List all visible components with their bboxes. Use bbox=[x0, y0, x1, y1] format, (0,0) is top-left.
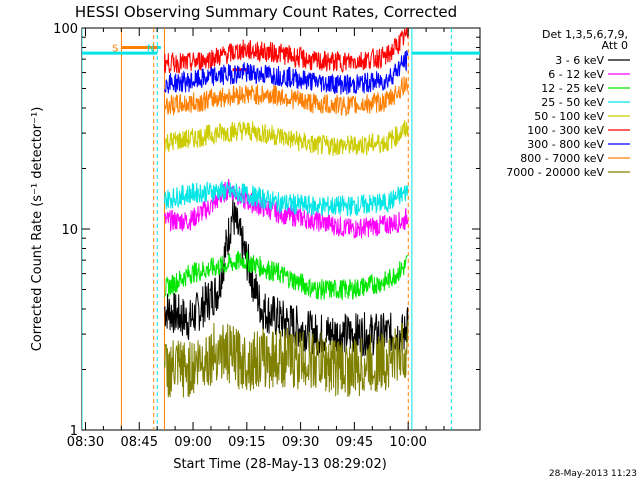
series-line-1 bbox=[164, 196, 409, 357]
x-axis-label: Start Time (28-May-13 08:29:02) bbox=[173, 457, 387, 472]
timestamp: 28-May-2013 11:23 bbox=[549, 469, 637, 479]
legend-entry-label: 6 - 12 keV bbox=[548, 68, 604, 81]
y-tick-label: 100 bbox=[53, 22, 78, 37]
series-line-4 bbox=[164, 181, 409, 217]
y-axis-label: Corrected Count Rate (s⁻¹ detector⁻¹) bbox=[30, 107, 45, 352]
x-tick-label: 09:30 bbox=[282, 435, 319, 450]
x-tick-label: 08:30 bbox=[67, 435, 104, 450]
series-line-2 bbox=[164, 178, 409, 240]
x-tick-label: 08:45 bbox=[121, 435, 158, 450]
y-tick-label: 10 bbox=[61, 223, 78, 238]
legend-entry-label: 7000 - 20000 keV bbox=[506, 166, 604, 179]
legend-header: Att 0 bbox=[602, 39, 628, 52]
legend-entry-label: 100 - 300 keV bbox=[527, 124, 604, 137]
series-line-7 bbox=[164, 50, 409, 95]
flag-label: S bbox=[112, 43, 118, 54]
legend-entry-label: 25 - 50 keV bbox=[541, 96, 604, 109]
legend-entry-label: 12 - 25 keV bbox=[541, 82, 604, 95]
flag-label: N bbox=[147, 43, 154, 54]
legend-entry-label: 800 - 7000 keV bbox=[520, 152, 604, 165]
x-tick-label: 10:00 bbox=[389, 435, 426, 450]
x-tick-label: 09:45 bbox=[336, 435, 373, 450]
series-line-9 bbox=[164, 319, 409, 398]
legend-entry-label: 300 - 800 keV bbox=[527, 138, 604, 151]
y-tick-label: 1 bbox=[70, 424, 78, 439]
series-line-5 bbox=[164, 120, 409, 157]
legend-entry-label: 50 - 100 keV bbox=[534, 110, 604, 123]
series-line-8 bbox=[164, 76, 409, 117]
x-tick-label: 09:00 bbox=[174, 435, 211, 450]
legend-entry-label: 3 - 6 keV bbox=[555, 54, 604, 67]
series-line-3 bbox=[164, 251, 409, 301]
legend-header: Det 1,3,5,6,7,9, bbox=[542, 28, 628, 41]
chart-title: HESSI Observing Summary Count Rates, Cor… bbox=[75, 3, 457, 21]
series-line-6 bbox=[164, 28, 409, 74]
x-tick-label: 09:15 bbox=[228, 435, 265, 450]
